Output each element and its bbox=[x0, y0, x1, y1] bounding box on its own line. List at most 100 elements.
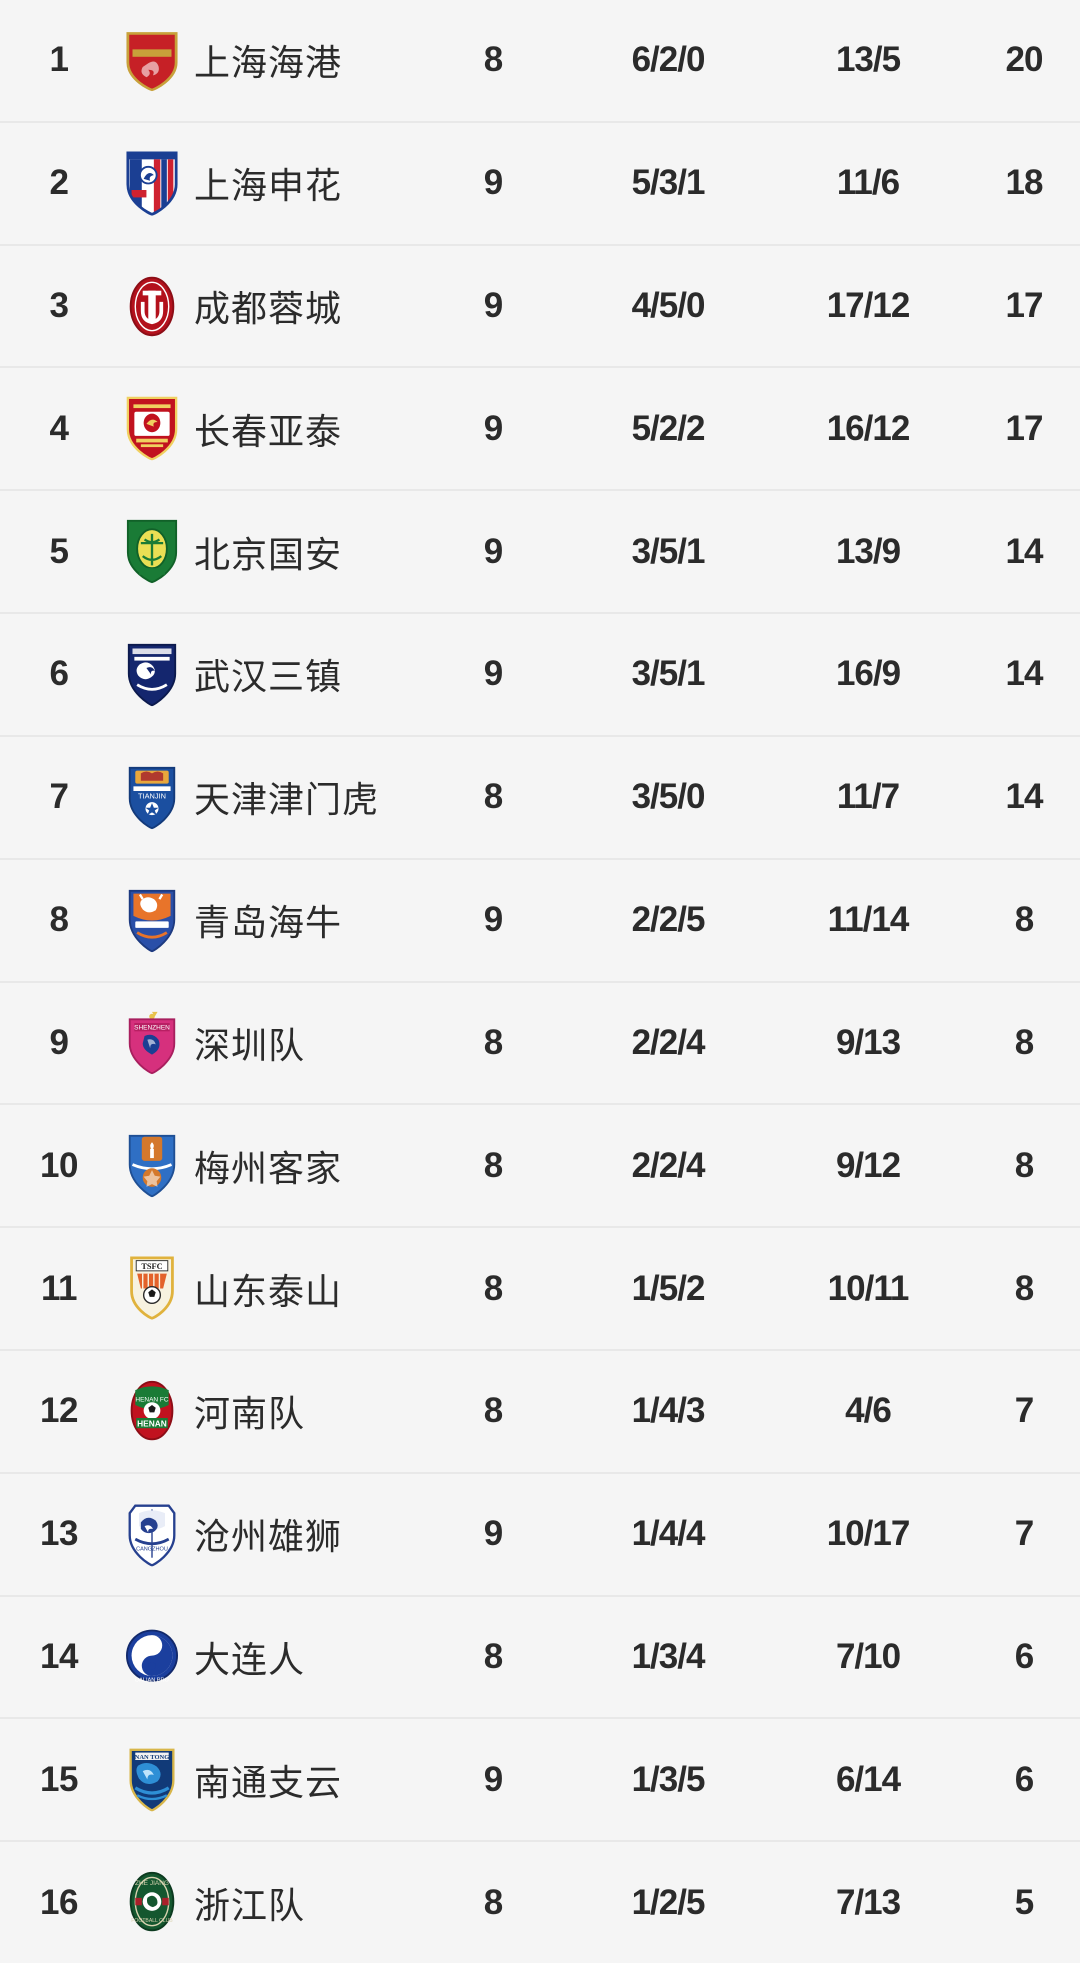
points-cell: 18 bbox=[1005, 163, 1044, 203]
team-cell[interactable]: HENAN FC HENAN 河南队 bbox=[118, 1376, 418, 1446]
win-draw-loss-cell: 1/3/5 bbox=[631, 1759, 706, 1799]
team-name: 山东泰山 bbox=[194, 1271, 343, 1313]
points-cell: 14 bbox=[1005, 777, 1044, 817]
points-cell: 17 bbox=[1005, 286, 1044, 326]
rank-cell: 3 bbox=[49, 286, 69, 326]
win-draw-loss-cell: 3/5/1 bbox=[631, 654, 706, 694]
goals-for-against-cell: 16/12 bbox=[826, 408, 911, 448]
goals-for-against-cell: 7/10 bbox=[835, 1636, 901, 1676]
goals-for-against-cell: 11/6 bbox=[836, 163, 900, 203]
meizhou-hakka-crest-icon bbox=[122, 1131, 182, 1201]
team-name: 武汉三镇 bbox=[194, 657, 343, 699]
rank-cell: 2 bbox=[49, 163, 69, 203]
standings-row[interactable]: 4 长春亚泰 9 5/2/2 16/12 17 bbox=[0, 368, 1080, 492]
standings-row[interactable]: 9 SHENZHEN 深圳队 8 2/2/4 9/13 8 bbox=[0, 982, 1080, 1106]
matches-played-cell: 8 bbox=[483, 1268, 503, 1308]
rank-cell: 11 bbox=[41, 1268, 78, 1308]
team-cell[interactable]: 梅州客家 bbox=[118, 1131, 418, 1201]
tianjin-jinmen-tiger-crest-icon: TIANJIN bbox=[122, 762, 182, 832]
team-name: 深圳队 bbox=[194, 1025, 306, 1067]
standings-row[interactable]: 8 青岛海牛 9 2/2/5 11/14 8 bbox=[0, 859, 1080, 983]
points-cell: 7 bbox=[1014, 1391, 1034, 1431]
points-cell: 8 bbox=[1014, 900, 1034, 940]
standings-row[interactable]: 16 ZHE JIANG FOOTBALL CLUB 浙江队 8 1/2/5 7/13 5 bbox=[0, 1842, 1080, 1963]
standings-row[interactable]: 12 HENAN FC HENAN 河南队 8 1/4/3 4/6 7 bbox=[0, 1350, 1080, 1474]
goals-for-against-cell: 4/6 bbox=[845, 1391, 892, 1431]
standings-row[interactable]: 11 TSFC 山东泰山 8 1/5/2 10/11 8 bbox=[0, 1228, 1080, 1351]
team-cell[interactable]: 青岛海牛 bbox=[118, 885, 418, 955]
goals-for-against-cell: 6/14 bbox=[835, 1759, 901, 1799]
team-cell[interactable]: 武汉三镇 bbox=[118, 639, 418, 709]
standings-row[interactable]: 1 上海海港 8 6/2/0 13/5 20 bbox=[0, 0, 1080, 123]
cangzhou-mighty-lions-crest-icon: CANGZHOU bbox=[122, 1499, 182, 1569]
svg-text:TSFC: TSFC bbox=[141, 1262, 162, 1271]
standings-row[interactable]: 13 CANGZHOU 沧州雄狮 9 1/4/4 10/17 7 bbox=[0, 1473, 1080, 1597]
team-name: 上海海港 bbox=[194, 43, 343, 85]
matches-played-cell: 8 bbox=[483, 1145, 503, 1185]
goals-for-against-cell: 17/12 bbox=[826, 286, 911, 326]
standings-row[interactable]: 3 成都蓉城 9 4/5/0 17/12 17 bbox=[0, 245, 1080, 369]
team-cell[interactable]: TSFC 山东泰山 bbox=[118, 1254, 418, 1324]
standings-row[interactable]: 10 梅州客家 8 2/2/4 9/12 8 bbox=[0, 1105, 1080, 1229]
matches-played-cell: 8 bbox=[483, 40, 503, 80]
points-cell: 17 bbox=[1005, 408, 1044, 448]
dalian-pro-crest-icon: DALIAN PRO bbox=[122, 1622, 182, 1692]
matches-played-cell: 8 bbox=[483, 1636, 503, 1676]
team-cell[interactable]: SHENZHEN 深圳队 bbox=[118, 1008, 418, 1078]
team-name: 大连人 bbox=[194, 1639, 306, 1681]
standings-row[interactable]: 5 北京国安 9 3/5/1 13/9 14 bbox=[0, 491, 1080, 615]
team-cell[interactable]: 上海海港 bbox=[118, 25, 418, 95]
standings-row[interactable]: 2 上海申花 9 5/3/1 11/6 18 bbox=[0, 122, 1080, 246]
team-name: 上海申花 bbox=[194, 166, 343, 208]
matches-played-cell: 9 bbox=[483, 1759, 503, 1799]
win-draw-loss-cell: 2/2/5 bbox=[631, 900, 706, 940]
win-draw-loss-cell: 1/4/3 bbox=[631, 1391, 706, 1431]
rank-cell: 12 bbox=[40, 1391, 78, 1431]
matches-played-cell: 9 bbox=[483, 654, 503, 694]
win-draw-loss-cell: 2/2/4 bbox=[631, 1022, 706, 1062]
win-draw-loss-cell: 6/2/0 bbox=[631, 40, 706, 80]
team-cell[interactable]: CANGZHOU 沧州雄狮 bbox=[118, 1499, 418, 1569]
svg-text:NAN TONG: NAN TONG bbox=[135, 1754, 170, 1761]
team-name: 天津津门虎 bbox=[194, 780, 380, 822]
points-cell: 14 bbox=[1005, 654, 1044, 694]
win-draw-loss-cell: 1/2/5 bbox=[631, 1882, 706, 1922]
qingdao-hainiu-crest-icon bbox=[122, 885, 182, 955]
chengdu-rongcheng-crest-icon bbox=[122, 271, 182, 341]
win-draw-loss-cell: 5/2/2 bbox=[631, 408, 706, 448]
win-draw-loss-cell: 4/5/0 bbox=[631, 286, 706, 326]
points-cell: 6 bbox=[1014, 1759, 1034, 1799]
points-cell: 8 bbox=[1014, 1268, 1034, 1308]
team-name: 青岛海牛 bbox=[194, 903, 343, 945]
standings-row[interactable]: 14 DALIAN PRO 大连人 8 1/3/4 7/10 6 bbox=[0, 1596, 1080, 1720]
svg-text:HENAN FC: HENAN FC bbox=[135, 1396, 169, 1403]
matches-played-cell: 8 bbox=[483, 1022, 503, 1062]
team-cell[interactable]: TIANJIN 天津津门虎 bbox=[118, 762, 418, 832]
goals-for-against-cell: 9/12 bbox=[835, 1145, 901, 1185]
team-cell[interactable]: 北京国安 bbox=[118, 517, 418, 587]
goals-for-against-cell: 9/13 bbox=[835, 1022, 901, 1062]
shenzhen-fc-crest-icon: SHENZHEN bbox=[122, 1008, 182, 1078]
team-name: 浙江队 bbox=[194, 1885, 306, 1927]
team-cell[interactable]: 成都蓉城 bbox=[118, 271, 418, 341]
team-cell[interactable]: ZHE JIANG FOOTBALL CLUB 浙江队 bbox=[118, 1868, 418, 1938]
team-cell[interactable]: NAN TONG 南通支云 bbox=[118, 1745, 418, 1815]
standings-row[interactable]: 6 武汉三镇 9 3/5/1 16/9 14 bbox=[0, 614, 1080, 737]
win-draw-loss-cell: 3/5/1 bbox=[631, 531, 706, 571]
team-cell[interactable]: 上海申花 bbox=[118, 148, 418, 218]
wuhan-three-towns-crest-icon bbox=[122, 639, 182, 709]
team-cell[interactable]: 长春亚泰 bbox=[118, 394, 418, 464]
standings-row[interactable]: 7 TIANJIN 天津津门虎 8 3/5/0 11/7 14 bbox=[0, 736, 1080, 860]
matches-played-cell: 9 bbox=[483, 163, 503, 203]
rank-cell: 1 bbox=[49, 40, 69, 80]
svg-text:HENAN: HENAN bbox=[137, 1418, 167, 1428]
matches-played-cell: 9 bbox=[483, 408, 503, 448]
matches-played-cell: 9 bbox=[483, 900, 503, 940]
rank-cell: 9 bbox=[49, 1022, 69, 1062]
matches-played-cell: 8 bbox=[483, 1391, 503, 1431]
team-cell[interactable]: DALIAN PRO 大连人 bbox=[118, 1622, 418, 1692]
standings-row[interactable]: 15 NAN TONG 南通支云 9 1/3/5 6/14 6 bbox=[0, 1719, 1080, 1843]
goals-for-against-cell: 11/14 bbox=[827, 900, 910, 940]
beijing-guoan-crest-icon bbox=[122, 517, 182, 587]
